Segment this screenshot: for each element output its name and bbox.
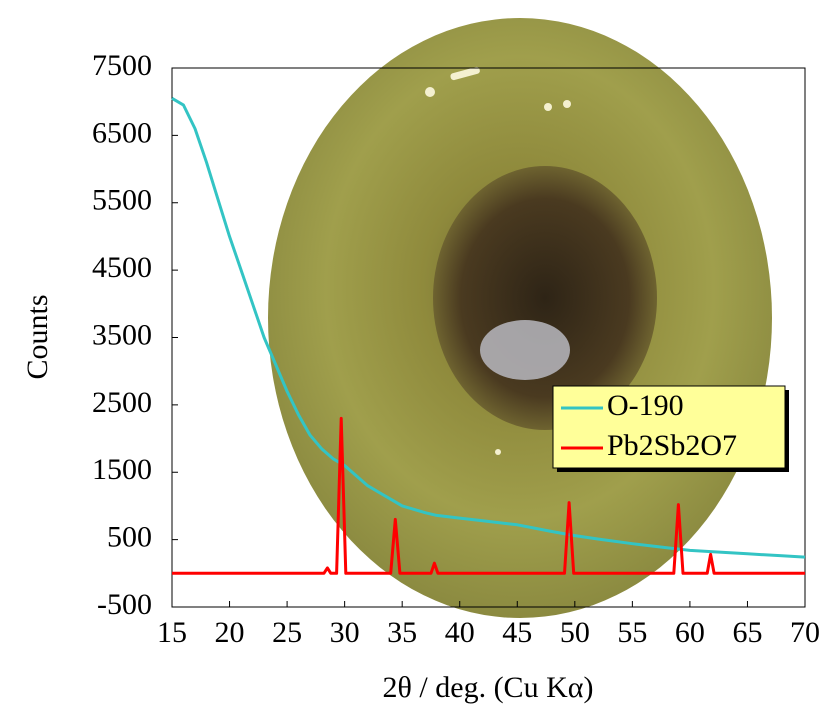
x-tick-label: 50 [560, 616, 590, 649]
y-tick-label: -500 [97, 588, 152, 621]
speck [495, 449, 501, 455]
y-tick-label: 7500 [92, 49, 152, 82]
x-tick-label: 65 [732, 616, 762, 649]
x-tick-label: 60 [675, 616, 705, 649]
speck [425, 87, 435, 97]
speck [544, 103, 552, 111]
y-tick-label: 500 [107, 521, 152, 554]
x-tick-label: 45 [502, 616, 532, 649]
data-line [171, 97, 806, 559]
x-tick-label: 55 [617, 616, 647, 649]
hole-highlight [480, 320, 570, 380]
y-tick-label: 5500 [92, 184, 152, 217]
x-tick-label: 35 [387, 616, 417, 649]
x-axis-label: 2θ / deg. (Cu Kα) [383, 671, 594, 704]
x-tick-label: 70 [790, 616, 820, 649]
y-tick-label: 2500 [92, 386, 152, 419]
legend-label: O-190 [607, 389, 684, 422]
y-tick-label: 3500 [92, 318, 152, 351]
speck [563, 100, 571, 108]
speck [450, 66, 480, 81]
x-tick-label: 15 [157, 616, 187, 649]
x-tick-label: 20 [215, 616, 245, 649]
legend-box [552, 385, 786, 469]
x-tick-label: 40 [445, 616, 475, 649]
y-tick-label: 1500 [92, 453, 152, 486]
x-tick-label: 25 [272, 616, 302, 649]
y-tick-label: 6500 [92, 116, 152, 149]
x-tick-label: 30 [330, 616, 360, 649]
y-axis-label: Counts [21, 294, 54, 379]
y-tick-label: 4500 [92, 251, 152, 284]
legend-label: Pb2Sb2O7 [607, 429, 737, 462]
data-line [172, 416, 805, 575]
